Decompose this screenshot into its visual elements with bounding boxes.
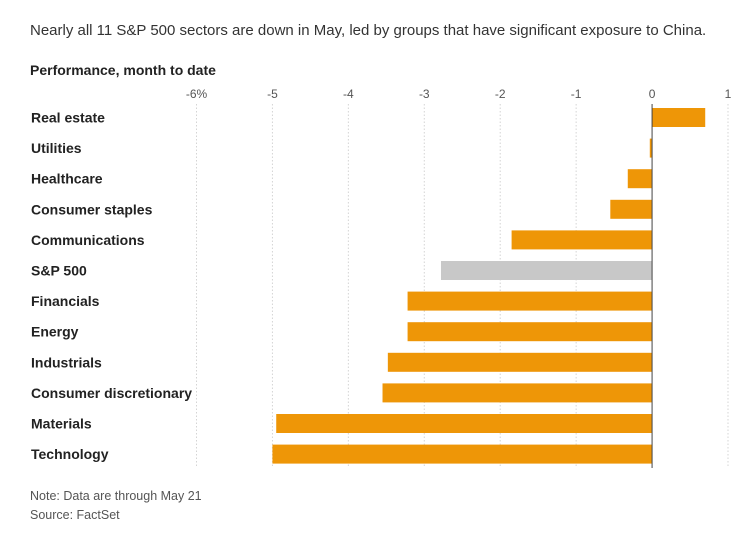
x-tick-label: -5 <box>267 87 278 101</box>
category-label: Consumer discretionary <box>31 385 192 401</box>
x-tick-label: -1 <box>571 87 582 101</box>
bar-materials <box>276 414 653 433</box>
x-tick-label: 1 <box>725 87 732 101</box>
bar-financials <box>407 291 653 311</box>
bar-consumer-staples <box>610 199 653 219</box>
category-label: Utilities <box>31 140 82 156</box>
gridlines <box>196 104 729 468</box>
bar-utilities <box>649 138 653 158</box>
category-label: Industrials <box>31 354 102 370</box>
bars <box>272 108 706 464</box>
bar-industrials <box>387 352 653 372</box>
x-tick-label: -4 <box>343 87 354 101</box>
chart-subtitle: Performance, month to date <box>30 62 216 78</box>
bar-technology <box>272 444 653 464</box>
chart-source: Source: FactSet <box>30 508 120 522</box>
x-axis-tick-labels: -6% -5 -4 -3 -2 -1 0 1 <box>186 87 732 101</box>
bar-communications <box>511 230 653 250</box>
bar-energy <box>407 322 653 342</box>
category-label: Real estate <box>31 110 105 126</box>
bar-healthcare <box>627 169 653 189</box>
x-tick-label: 0 <box>649 87 656 101</box>
bar-s-p-500 <box>440 261 653 280</box>
category-label: Communications <box>31 232 145 248</box>
chart-note: Note: Data are through May 21 <box>30 489 202 503</box>
category-label: Healthcare <box>31 171 103 187</box>
category-label: Materials <box>31 416 92 432</box>
chart-title: Nearly all 11 S&P 500 sectors are down i… <box>30 22 707 39</box>
x-tick-label: -6% <box>186 87 208 101</box>
category-label: Financials <box>31 293 100 309</box>
bar-real-estate <box>652 108 706 127</box>
bar-consumer-discretionary <box>382 383 653 403</box>
x-tick-label: -3 <box>419 87 430 101</box>
category-label: Energy <box>31 324 79 340</box>
category-label: Technology <box>31 446 109 462</box>
category-label: Consumer staples <box>31 201 153 217</box>
x-tick-label: -2 <box>495 87 506 101</box>
category-label: S&P 500 <box>31 263 87 279</box>
category-labels: Real estate Utilities Healthcare Consumer s… <box>31 110 192 463</box>
